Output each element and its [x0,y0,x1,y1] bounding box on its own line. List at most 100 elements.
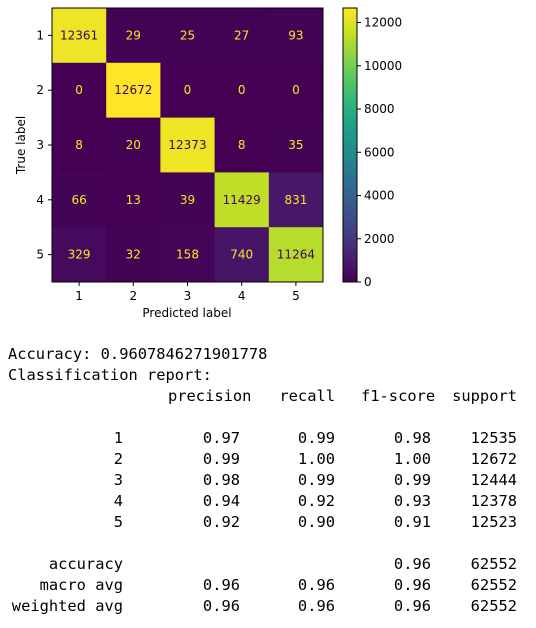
summary-row-f1: 0.96 [393,576,431,594]
matrix-value-1-3: 25 [180,28,195,42]
matrix-value-2-3: 0 [184,83,192,97]
report-row-recall: 0.99 [297,471,335,489]
report-row-label: 4 [113,492,123,510]
matrix-value-1-1: 12361 [60,28,98,42]
matrix-cell-4-1 [52,172,107,228]
summary-row-recall [265,554,335,575]
matrix-cell-3-4 [214,117,270,173]
matrix-cell-3-1 [52,117,107,173]
summary-row-precision [168,554,240,575]
matrix-value-3-2: 20 [126,138,141,152]
summary-row-label: weighted avg [11,597,123,615]
report-row-support: 12378 [470,492,517,510]
matrix-cell-2-4 [214,62,270,119]
matrix-cells [52,8,324,283]
x-tick-label-1: 1 [75,289,83,303]
matrix-cell-1-3 [160,8,216,64]
matrix-value-3-5: 35 [288,138,303,152]
matrix-cell-1-4 [214,8,270,64]
colorbar-tick-label-2000: 2000 [364,232,395,246]
report-row-label: 5 [113,513,123,531]
report-row-support: 12523 [470,513,517,531]
matrix-cell-4-2 [106,172,161,228]
matrix-value-5-4: 740 [230,248,253,262]
summary-row-f1: 0.96 [393,555,431,573]
x-tick-label-5: 5 [292,289,300,303]
summary-row-precision: 0.96 [202,576,240,594]
report-row-f1: 0.98 [393,429,431,447]
matrix-cell-3-3 [160,117,216,173]
matrix-cell-1-2 [106,8,161,64]
summary-row-recall: 0.96 [297,576,335,594]
colorbar-tick-label-6000: 6000 [364,145,395,159]
y-tick-label-3: 3 [36,138,44,152]
report-row-support: 12535 [470,429,517,447]
matrix-value-3-4: 8 [238,138,246,152]
report-row-recall: 1.00 [297,450,335,468]
matrix-value-3-1: 8 [75,138,83,152]
matrix-value-4-3: 39 [180,193,195,207]
colorbar [342,7,358,283]
summary-row-support: 62552 [470,597,517,615]
matrix-cell-3-2 [106,117,161,173]
matrix-value-4-4: 11429 [223,193,261,207]
matrix-value-5-5: 11264 [277,248,315,262]
colorbar-tick-label-8000: 8000 [364,102,395,116]
matrix-cell-5-5 [268,227,324,283]
colorbar-ticks: 0 2000 4000 6000 8000 10000 12000 [357,16,402,289]
report-row-precision: 0.98 [202,471,240,489]
colorbar-tick-label-0: 0 [364,275,372,289]
matrix-value-3-3: 12373 [168,138,206,152]
matrix-value-2-1: 0 [75,83,83,97]
matrix-cell-2-1 [52,62,107,119]
report-row-f1: 0.99 [393,471,431,489]
matrix-value-1-5: 93 [288,28,303,42]
matrix-value-4-5: 831 [284,193,307,207]
matrix-cell-5-4 [214,227,270,283]
report-row-recall: 0.99 [297,429,335,447]
report-row-recall: 0.90 [297,513,335,531]
classification-report: Accuracy: 0.9607846271901778 Classificat… [0,340,536,628]
summary-row-support: 62552 [470,576,517,594]
x-axis-label: Predicted label [142,306,231,320]
matrix-cell-2-2 [106,62,161,119]
matrix-cell-4-5 [268,172,324,228]
matrix-cell-4-3 [160,172,216,228]
matrix-cell-1-5 [268,8,324,64]
report-row-precision: 0.97 [202,429,240,447]
summary-row-precision: 0.96 [202,597,240,615]
x-tick-label-3: 3 [184,289,192,303]
summary-row-recall: 0.96 [297,597,335,615]
colorbar-tick-label-10000: 10000 [364,59,402,73]
summary-row-label: macro avg [39,576,123,594]
matrix-cell-5-2 [106,227,161,283]
matrix-cell-2-3 [160,62,216,119]
y-tick-label-1: 1 [36,28,44,42]
y-axis-ticks: 1 2 3 4 5 [36,28,52,262]
matrix-cell-5-3 [160,227,216,283]
report-row-support: 12444 [470,471,517,489]
matrix-cell-3-5 [268,117,324,173]
matrix-value-5-3: 158 [176,248,199,262]
matrix-cell-2-5 [268,62,324,119]
report-row-precision: 0.99 [202,450,240,468]
report-row-f1: 0.91 [393,513,431,531]
summary-row-label: accuracy [48,555,123,573]
y-tick-label-2: 2 [36,83,44,97]
matrix-value-2-5: 0 [292,83,300,97]
report-title: Classification report: [8,366,212,384]
y-axis-label: True label [14,116,28,175]
x-tick-label-2: 2 [129,289,137,303]
report-row-f1: 1.00 [393,450,431,468]
summary-row-support: 62552 [470,555,517,573]
report-row-label: 2 [113,450,123,468]
report-row-precision: 0.92 [202,513,240,531]
matrix-value-5-1: 329 [68,248,91,262]
report-row-precision: 0.94 [202,492,240,510]
matrix-values: 12361 29 25 27 93 0 12672 0 0 0 8 20 12373 8 35 66 13 39 1… [60,28,315,261]
report-row-f1: 0.93 [393,492,431,510]
header-support: support [452,387,517,405]
report-row-recall: 0.92 [297,492,335,510]
colorbar-tick-label-12000: 12000 [364,16,402,30]
